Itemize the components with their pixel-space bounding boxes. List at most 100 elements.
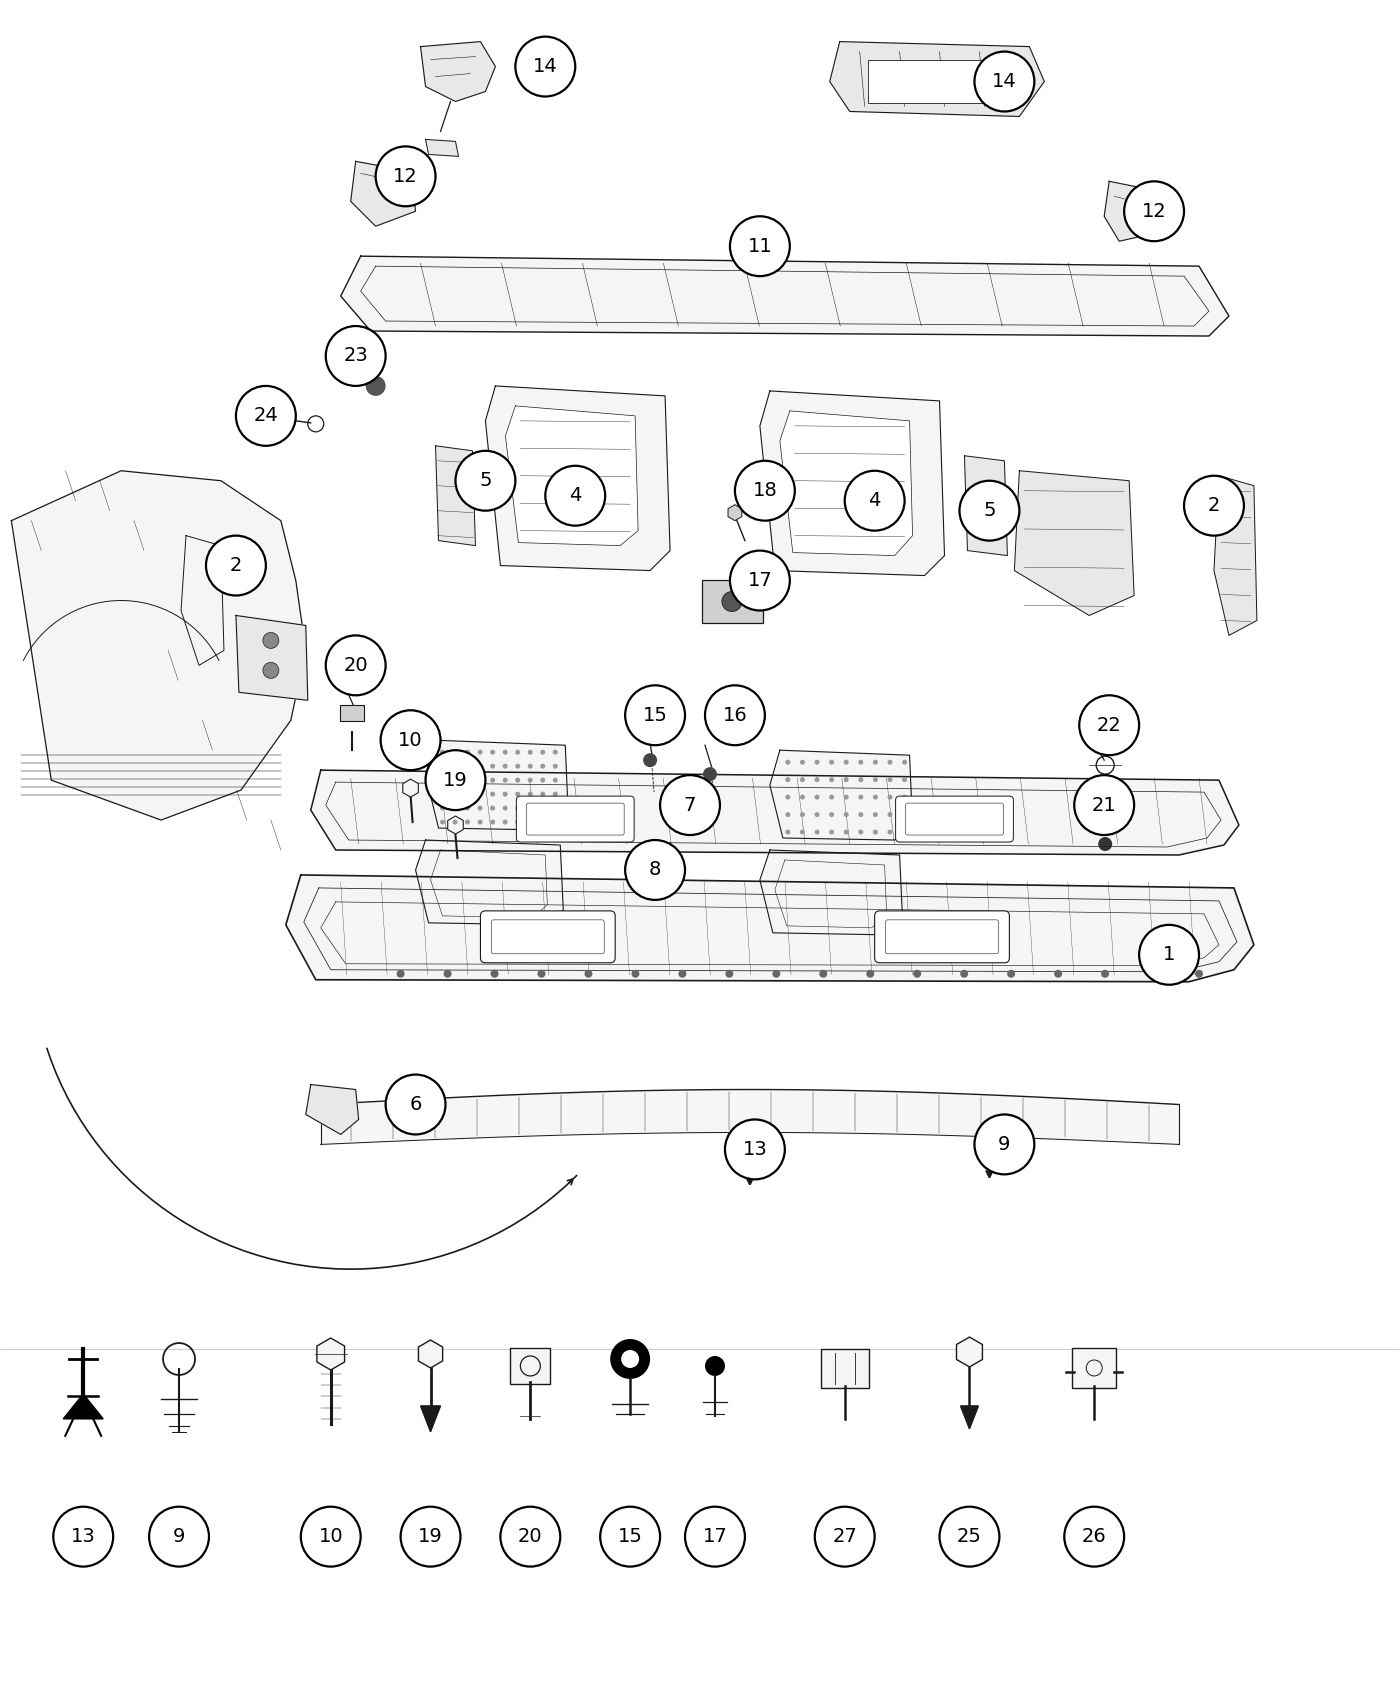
Circle shape: [490, 777, 496, 782]
Polygon shape: [316, 1338, 344, 1370]
FancyBboxPatch shape: [517, 796, 634, 842]
Circle shape: [785, 760, 791, 765]
Circle shape: [540, 819, 545, 824]
Circle shape: [490, 763, 496, 768]
Circle shape: [301, 1506, 361, 1567]
FancyBboxPatch shape: [868, 60, 1001, 104]
Polygon shape: [350, 162, 416, 226]
Polygon shape: [63, 1394, 104, 1420]
Text: 15: 15: [617, 1527, 643, 1545]
Circle shape: [844, 760, 848, 765]
Circle shape: [515, 763, 521, 768]
Circle shape: [819, 969, 827, 977]
Circle shape: [515, 750, 521, 755]
Text: 9: 9: [172, 1527, 185, 1545]
Circle shape: [148, 1506, 209, 1567]
Circle shape: [452, 792, 458, 797]
Circle shape: [799, 830, 805, 835]
FancyBboxPatch shape: [480, 911, 615, 962]
Circle shape: [540, 763, 545, 768]
Circle shape: [960, 969, 969, 977]
Polygon shape: [11, 471, 305, 819]
Text: 1: 1: [1163, 945, 1175, 964]
Circle shape: [858, 777, 864, 782]
Circle shape: [452, 806, 458, 811]
Text: 5: 5: [983, 502, 995, 520]
Circle shape: [503, 792, 508, 797]
Text: 13: 13: [71, 1527, 95, 1545]
Text: 13: 13: [742, 1141, 767, 1159]
Text: 10: 10: [318, 1527, 343, 1545]
Text: 15: 15: [643, 706, 668, 724]
Circle shape: [902, 760, 907, 765]
Circle shape: [263, 663, 279, 678]
Circle shape: [888, 813, 892, 818]
Text: 26: 26: [1082, 1527, 1106, 1545]
Text: 7: 7: [683, 796, 696, 814]
Circle shape: [206, 536, 266, 595]
Text: 24: 24: [253, 406, 279, 425]
Circle shape: [396, 969, 405, 977]
Circle shape: [1124, 182, 1184, 241]
Circle shape: [477, 750, 483, 755]
Circle shape: [477, 763, 483, 768]
Text: 10: 10: [398, 731, 423, 750]
Circle shape: [959, 481, 1019, 541]
Circle shape: [1007, 969, 1015, 977]
Circle shape: [785, 813, 791, 818]
Circle shape: [540, 806, 545, 811]
Circle shape: [490, 819, 496, 824]
Text: 23: 23: [343, 347, 368, 366]
Circle shape: [477, 792, 483, 797]
Circle shape: [503, 819, 508, 824]
Circle shape: [858, 813, 864, 818]
Polygon shape: [780, 411, 913, 556]
Circle shape: [440, 806, 445, 811]
Circle shape: [490, 792, 496, 797]
FancyBboxPatch shape: [875, 911, 1009, 962]
Circle shape: [465, 792, 470, 797]
Circle shape: [500, 1506, 560, 1567]
Polygon shape: [1214, 476, 1257, 636]
Circle shape: [815, 777, 819, 782]
Circle shape: [626, 685, 685, 745]
Circle shape: [867, 969, 874, 977]
Text: 20: 20: [343, 656, 368, 675]
Circle shape: [729, 551, 790, 610]
Polygon shape: [960, 1406, 979, 1428]
Circle shape: [515, 806, 521, 811]
Text: 4: 4: [568, 486, 581, 505]
Circle shape: [584, 969, 592, 977]
Circle shape: [626, 840, 685, 899]
Circle shape: [902, 813, 907, 818]
Text: 19: 19: [444, 770, 468, 789]
Circle shape: [477, 819, 483, 824]
Circle shape: [1098, 836, 1112, 852]
Circle shape: [785, 794, 791, 799]
Circle shape: [785, 777, 791, 782]
Circle shape: [1140, 925, 1198, 984]
Circle shape: [679, 969, 686, 977]
FancyBboxPatch shape: [491, 920, 605, 954]
Text: 5: 5: [479, 471, 491, 490]
Circle shape: [829, 830, 834, 835]
FancyBboxPatch shape: [886, 920, 998, 954]
Circle shape: [326, 636, 385, 695]
Circle shape: [452, 750, 458, 755]
Circle shape: [455, 450, 515, 510]
Circle shape: [385, 1074, 445, 1134]
Circle shape: [815, 1506, 875, 1567]
Circle shape: [1148, 969, 1156, 977]
Polygon shape: [448, 816, 463, 835]
Circle shape: [546, 466, 605, 525]
Text: 2: 2: [1208, 496, 1221, 515]
Circle shape: [540, 777, 545, 782]
Text: 27: 27: [833, 1527, 857, 1545]
FancyBboxPatch shape: [511, 1348, 550, 1384]
Polygon shape: [728, 505, 742, 520]
Circle shape: [381, 711, 441, 770]
Circle shape: [844, 813, 848, 818]
Circle shape: [703, 767, 717, 780]
Circle shape: [375, 146, 435, 206]
Circle shape: [440, 750, 445, 755]
